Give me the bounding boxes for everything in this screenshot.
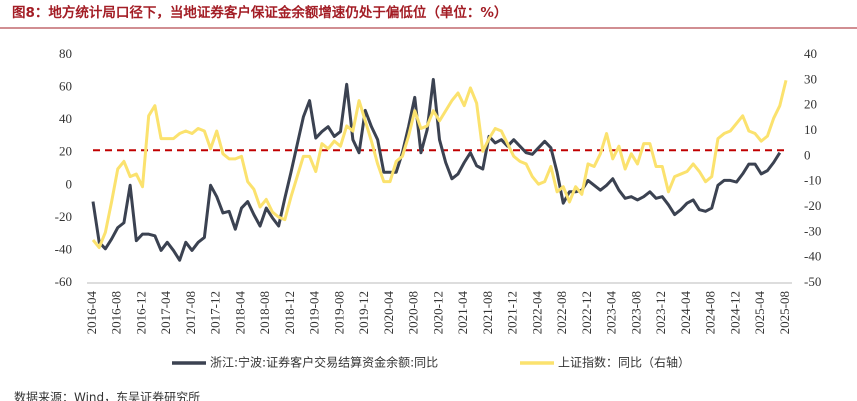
x-tick-label: 2024-12 bbox=[727, 291, 742, 334]
x-tick-label: 2025-04 bbox=[752, 291, 767, 335]
x-tick-label: 2023-08 bbox=[628, 291, 643, 334]
x-tick-label: 2023-12 bbox=[653, 291, 668, 334]
x-tick-label: 2016-04 bbox=[84, 291, 99, 335]
y-tick-label: -40 bbox=[55, 241, 72, 256]
x-tick-label: 2020-08 bbox=[406, 291, 421, 334]
x-tick-label: 2023-04 bbox=[604, 291, 619, 335]
y2-tick-label: 30 bbox=[804, 71, 817, 86]
x-tick-label: 2018-12 bbox=[282, 291, 297, 334]
x-tick-label: 2024-08 bbox=[703, 291, 718, 334]
x-tick-label: 2022-08 bbox=[554, 291, 569, 334]
y2-tick-label: 10 bbox=[804, 122, 817, 137]
x-tick-label: 2017-08 bbox=[183, 291, 198, 334]
y-tick-label: -60 bbox=[55, 274, 72, 289]
y2-tick-label: 20 bbox=[804, 97, 817, 112]
x-tick-label: 2019-12 bbox=[356, 291, 371, 334]
x-tick-label: 2019-04 bbox=[307, 291, 322, 335]
x-tick-label: 2017-12 bbox=[208, 291, 223, 334]
source: 数据来源：Wind，东吴证券研究所 bbox=[14, 390, 200, 401]
x-tick-label: 2020-12 bbox=[430, 291, 445, 334]
x-tick-label: 2018-08 bbox=[257, 291, 272, 334]
x-tick-label: 2016-12 bbox=[133, 291, 148, 334]
series-line bbox=[91, 79, 788, 250]
x-tick-label: 2024-04 bbox=[678, 291, 693, 335]
y-tick-label: 40 bbox=[59, 111, 72, 126]
y2-tick-label: -50 bbox=[804, 274, 821, 289]
x-tick-label: 2016-08 bbox=[109, 291, 124, 334]
y2-tick-label: -30 bbox=[804, 223, 821, 238]
y-tick-label: 60 bbox=[59, 79, 72, 94]
y2-tick-label: 0 bbox=[804, 147, 811, 162]
y-tick-label: 0 bbox=[66, 176, 73, 191]
y2-tick-label: 40 bbox=[804, 46, 817, 61]
x-tick-label: 2019-08 bbox=[331, 291, 346, 334]
x-tick-label: 2017-04 bbox=[158, 291, 173, 335]
x-tick-label: 2021-12 bbox=[505, 291, 520, 334]
x-tick-label: 2018-04 bbox=[232, 291, 247, 335]
x-tick-label: 2025-08 bbox=[777, 291, 792, 334]
legend-label: 浙江:宁波:证券客户交易结算资金余额:同比 bbox=[210, 355, 438, 370]
x-tick-label: 2021-04 bbox=[455, 291, 470, 335]
legend-label: 上证指数：同比（右轴） bbox=[558, 355, 690, 370]
x-tick-label: 2022-04 bbox=[529, 291, 544, 335]
x-tick-label: 2020-04 bbox=[381, 291, 396, 335]
y2-tick-label: -10 bbox=[804, 173, 821, 188]
y-tick-label: 20 bbox=[59, 144, 72, 159]
y2-tick-label: -20 bbox=[804, 198, 821, 213]
x-tick-label: 2022-12 bbox=[579, 291, 594, 334]
y-tick-label: -20 bbox=[55, 209, 72, 224]
y-tick-label: 80 bbox=[59, 46, 72, 61]
series-line bbox=[91, 77, 782, 262]
chart-title: 图8：地方统计局口径下，当地证券客户保证金余额增速仍处于偏低位（单位：%） bbox=[12, 4, 507, 21]
x-tick-label: 2021-08 bbox=[480, 291, 495, 334]
y2-tick-label: -40 bbox=[804, 249, 821, 264]
